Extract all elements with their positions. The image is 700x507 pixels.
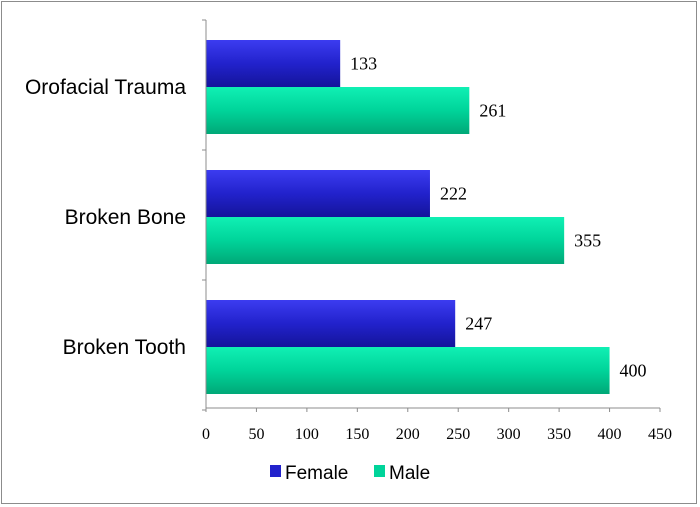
x-tick-label-300: 300 [497,426,521,443]
bar-male-broken-bone [206,217,565,264]
bar-male-broken-tooth [206,347,610,394]
x-tick-label-350: 350 [547,426,571,443]
category-label-orofacial-trauma: Orofacial Trauma [25,76,186,99]
x-tick-label-150: 150 [345,426,369,443]
legend-label-male: Male [389,463,430,484]
data-label-male-broken-bone: 355 [574,231,601,251]
bar-female-broken-tooth [206,300,456,347]
x-tick-label-50: 50 [248,426,264,443]
data-label-male-orofacial-trauma: 261 [479,101,506,121]
data-label-female-broken-tooth: 247 [465,314,492,334]
category-label-broken-bone: Broken Bone [65,206,186,229]
labels-group: 133 261 Orofacial Trauma 222 355 Broken Bone 2… [25,54,672,444]
x-tick-label-0: 0 [202,426,210,443]
legend: Female Male [270,463,430,484]
x-tick-label-100: 100 [295,426,319,443]
legend-swatch-male [374,465,385,477]
axes-group [202,19,661,412]
legend-label-female: Female [285,463,348,484]
data-label-female-orofacial-trauma: 133 [350,54,377,74]
data-label-female-broken-bone: 222 [440,184,467,204]
x-tick-label-250: 250 [446,426,470,443]
bar-female-broken-bone [206,170,430,217]
x-tick-label-200: 200 [396,426,420,443]
legend-swatch-female [270,465,281,477]
category-label-broken-tooth: Broken Tooth [63,336,186,359]
bar-female-orofacial-trauma [206,40,341,87]
data-label-male-broken-tooth: 400 [620,361,647,381]
x-tick-label-450: 450 [648,426,672,443]
bar-male-orofacial-trauma [206,87,470,134]
bars-group [206,40,610,394]
x-tick-label-400: 400 [598,426,622,443]
